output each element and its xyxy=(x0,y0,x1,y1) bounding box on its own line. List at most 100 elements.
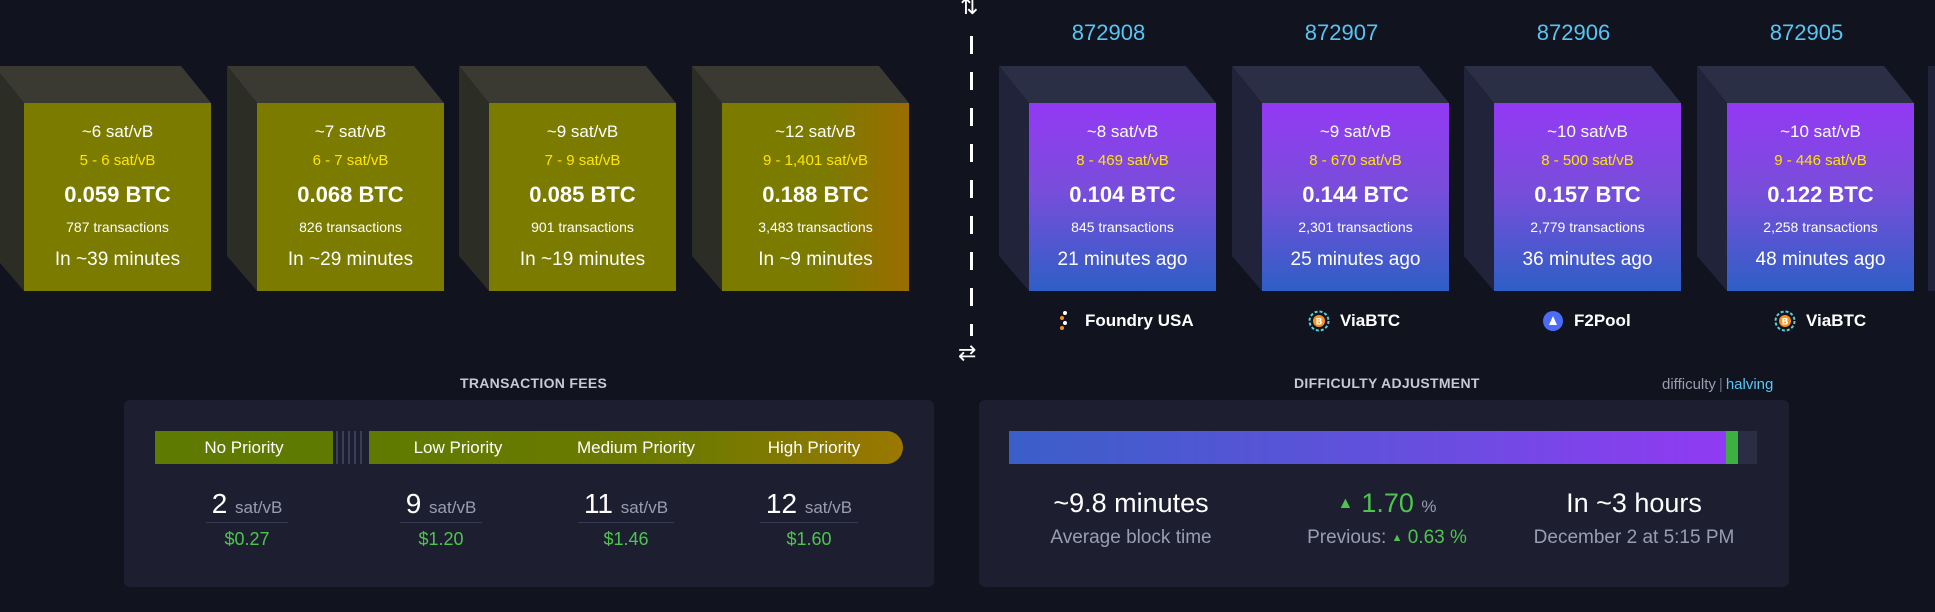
pool-name: Foundry USA xyxy=(1085,311,1194,330)
toggle-separator: | xyxy=(1718,376,1723,393)
block-eta: In ~29 minutes xyxy=(287,249,414,270)
block-height-link[interactable]: 872907 xyxy=(1304,20,1379,45)
block-fee-range: 8 - 500 sat/vB xyxy=(1541,152,1634,169)
previous-value: 0.63 xyxy=(1407,527,1445,548)
mempool-block[interactable]: ~6 sat/vB 5 - 6 sat/vB 0.059 BTC 787 tra… xyxy=(0,66,211,291)
f2pool-icon xyxy=(1542,310,1564,332)
mined-block[interactable]: ~8 sat/vB 8 - 469 sat/vB 0.104 BTC 845 t… xyxy=(999,66,1216,291)
block-tx-count: 2,258 transactions xyxy=(1763,219,1878,235)
viabtc-icon: B xyxy=(1308,310,1330,332)
block-total-fees: 0.104 BTC xyxy=(1069,182,1176,207)
difficulty-change: ▲ 1.70 % Previous: ▲ 0.63 % xyxy=(1297,488,1477,549)
mempool-block[interactable]: ~7 sat/vB 6 - 7 sat/vB 0.068 BTC 826 tra… xyxy=(227,66,444,291)
fee-unit: sat/vB xyxy=(235,498,283,517)
mempool-divider xyxy=(970,36,973,336)
block-tx-count: 3,483 transactions xyxy=(758,219,873,235)
block-eta: In ~39 minutes xyxy=(54,249,181,270)
fees-panel: No Priority Low Priority Medium Priority… xyxy=(124,400,934,587)
block-fee-range: 8 - 670 sat/vB xyxy=(1309,152,1402,169)
block-tx-count: 787 transactions xyxy=(66,219,169,235)
foundry-icon xyxy=(1053,310,1075,332)
priority-bar xyxy=(369,431,903,464)
difficulty-progress-fill xyxy=(1009,431,1738,464)
svg-text:B: B xyxy=(1782,318,1789,328)
swap-direction-icon[interactable]: ⇄ xyxy=(958,340,977,365)
block-median-fee: ~12 sat/vB xyxy=(775,122,856,141)
block-age: 21 minutes ago xyxy=(1057,249,1188,270)
mined-block[interactable]: ~10 sat/vB 9 - 446 sat/vB 0.122 BTC 2,25… xyxy=(1697,66,1914,291)
difficulty-panel: ~9.8 minutes Average block time ▲ 1.70 % … xyxy=(979,400,1789,587)
block-height-link[interactable]: 872908 xyxy=(1071,20,1146,45)
high-priority-label: High Priority xyxy=(767,437,861,457)
swap-vertical-icon[interactable]: ⇅ xyxy=(960,0,979,19)
block-fee-range: 5 - 6 sat/vB xyxy=(79,152,156,169)
svg-text:B: B xyxy=(1316,318,1323,328)
block-eta: In ~19 minutes xyxy=(519,249,646,270)
block-fee-range: 9 - 1,401 sat/vB xyxy=(762,152,869,169)
fee-high-priority: 12 sat/vB $1.60 xyxy=(749,488,869,550)
block-total-fees: 0.059 BTC xyxy=(64,182,171,207)
block-median-fee: ~10 sat/vB xyxy=(1547,122,1628,141)
pool-label[interactable]: F2Pool xyxy=(1542,307,1631,335)
fee-no-priority: 2 sat/vB $0.27 xyxy=(187,488,307,550)
difficulty-title: DIFFICULTY ADJUSTMENT xyxy=(1294,375,1480,391)
toggle-halving[interactable]: halving xyxy=(1725,376,1774,393)
previous-unit: % xyxy=(1450,527,1467,548)
fee-unit: sat/vB xyxy=(804,498,853,517)
block-total-fees: 0.085 BTC xyxy=(529,182,636,207)
fee-usd: $1.20 xyxy=(418,529,464,549)
fee-rate: 11 xyxy=(583,488,614,519)
triangle-up-icon: ▲ xyxy=(1337,495,1354,512)
fee-unit: sat/vB xyxy=(429,498,477,517)
difficulty-halving-toggle: difficulty | halving xyxy=(1662,376,1773,393)
fee-rate: 9 xyxy=(405,488,422,519)
difficulty-progress-tip xyxy=(1726,431,1738,464)
avg-block-time-value: ~9.8 minutes xyxy=(1053,488,1209,518)
fees-title: TRANSACTION FEES xyxy=(460,375,608,391)
mempool-block[interactable]: ~12 sat/vB 9 - 1,401 sat/vB 0.188 BTC 3,… xyxy=(692,66,909,291)
block-median-fee: ~10 sat/vB xyxy=(1780,122,1861,141)
block-tx-count: 845 transactions xyxy=(1071,219,1174,235)
block-fee-range: 6 - 7 sat/vB xyxy=(312,152,389,169)
fee-usd: $1.60 xyxy=(786,529,832,549)
previous-label: Previous: xyxy=(1307,527,1387,548)
block-tx-count: 826 transactions xyxy=(299,219,402,235)
difficulty-progress-track xyxy=(1009,431,1757,464)
mined-block[interactable]: ~10 sat/vB 8 - 500 sat/vB 0.157 BTC 2,77… xyxy=(1464,66,1681,291)
fee-usd: $0.27 xyxy=(224,529,270,549)
block-total-fees: 0.157 BTC xyxy=(1534,182,1641,207)
block-eta: In ~9 minutes xyxy=(758,249,873,270)
pool-label[interactable]: B ViaBTC xyxy=(1774,307,1866,335)
viabtc-icon: B xyxy=(1774,310,1796,332)
block-median-fee: ~7 sat/vB xyxy=(314,122,387,141)
fee-medium-priority: 11 sat/vB $1.46 xyxy=(566,488,686,550)
pool-name: ViaBTC xyxy=(1806,311,1867,330)
fee-usd: $1.46 xyxy=(603,529,649,549)
difficulty-change-unit: % xyxy=(1421,497,1437,516)
medium-priority-label: Medium Priority xyxy=(576,437,696,457)
block-median-fee: ~9 sat/vB xyxy=(546,122,619,141)
block-height-link[interactable]: 872906 xyxy=(1536,20,1611,45)
toggle-difficulty[interactable]: difficulty xyxy=(1662,376,1716,393)
no-priority-label: No Priority xyxy=(155,431,333,464)
block-median-fee: ~9 sat/vB xyxy=(1319,122,1392,141)
mempool-block[interactable]: ~9 sat/vB 7 - 9 sat/vB 0.085 BTC 901 tra… xyxy=(459,66,676,291)
pool-name: ViaBTC xyxy=(1340,311,1401,330)
block-tx-count: 901 transactions xyxy=(531,219,634,235)
difficulty-change-value: 1.70 xyxy=(1361,488,1414,518)
block-median-fee: ~8 sat/vB xyxy=(1086,122,1159,141)
pool-label[interactable]: Foundry USA xyxy=(1053,307,1194,335)
block-total-fees: 0.188 BTC xyxy=(762,182,869,207)
block-fee-range: 7 - 9 sat/vB xyxy=(544,152,621,169)
block-age: 25 minutes ago xyxy=(1290,249,1421,270)
pool-label[interactable]: B ViaBTC xyxy=(1308,307,1400,335)
avg-block-time-label: Average block time xyxy=(1050,527,1212,548)
block-total-fees: 0.122 BTC xyxy=(1767,182,1874,207)
difficulty-eta-value: In ~3 hours xyxy=(1566,488,1702,518)
mined-block[interactable]: ~9 sat/vB 8 - 670 sat/vB 0.144 BTC 2,301… xyxy=(1232,66,1449,291)
block-total-fees: 0.144 BTC xyxy=(1302,182,1409,207)
block-tx-count: 2,779 transactions xyxy=(1530,219,1645,235)
block-height-link[interactable]: 872905 xyxy=(1769,20,1844,45)
mined-block-edge xyxy=(1928,66,1935,291)
low-priority-label: Low Priority xyxy=(413,437,503,457)
